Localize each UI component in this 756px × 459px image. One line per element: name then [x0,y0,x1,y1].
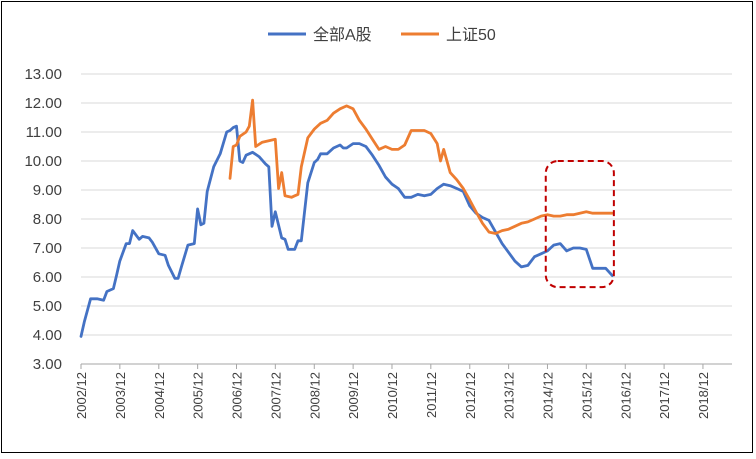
x-tick-label: 2002/12 [74,372,89,419]
x-tick-label: 2011/12 [424,372,439,418]
line-chart: 3.00 4.00 5.00 6.00 7.00 8.00 9.00 10.00 11.00 12… [24,26,732,419]
y-tick-label: 4.00 [33,327,62,344]
legend-label: 全部A股 [313,26,372,44]
y-tick-label: 12.00 [24,95,62,112]
y-tick-label: 5.00 [33,298,62,315]
series-lines [79,98,614,338]
x-tick-label: 2015/12 [579,372,594,419]
y-axis: 3.00 4.00 5.00 6.00 7.00 8.00 9.00 10.00 11.00 12… [24,66,62,373]
x-tick-label: 2003/12 [113,372,128,419]
x-tick-label: 2006/12 [229,372,244,419]
series-line-all-a-shares [79,124,614,338]
x-tick-label: 2007/12 [268,372,283,419]
x-tick-label: 2013/12 [502,372,517,419]
x-tick-label: 2014/12 [540,372,555,419]
x-tick-label: 2017/12 [657,372,672,419]
series-line-sse-50 [228,98,614,235]
x-tick-label: 2010/12 [385,372,400,419]
x-tick-label: 2012/12 [463,372,478,419]
y-tick-label: 10.00 [24,153,62,170]
x-tick-label: 2009/12 [346,372,361,419]
y-tick-label: 3.00 [33,356,62,373]
highlight-box [544,160,615,289]
y-tick-label: 11.00 [26,124,62,141]
annotation [544,160,615,289]
y-tick-label: 8.00 [33,211,62,228]
y-tick-label: 6.00 [33,269,62,286]
x-tick-label: 2016/12 [618,372,633,419]
gridlines [81,73,732,336]
x-tick-label: 2008/12 [307,372,322,419]
legend-label: 上证50 [446,26,496,44]
legend: 全部A股 上证50 [268,26,496,44]
y-tick-label: 13.00 [24,66,62,83]
y-tick-label: 7.00 [33,240,62,257]
x-axis: 2002/12 2003/12 2004/12 2005/12 2006/12 2007/… [74,363,732,419]
x-tick-label: 2018/12 [696,372,711,419]
y-tick-label: 9.00 [33,182,62,199]
chart-frame: 3.00 4.00 5.00 6.00 7.00 8.00 9.00 10.00 11.00 12… [1,1,753,453]
x-tick-label: 2004/12 [152,372,167,419]
x-tick-label: 2005/12 [191,372,206,419]
